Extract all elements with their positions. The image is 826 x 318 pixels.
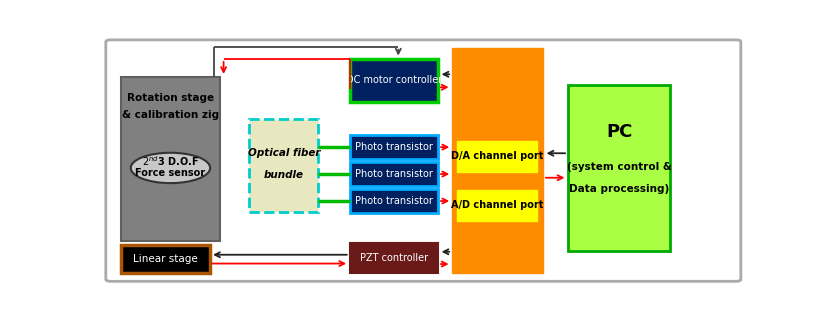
Text: DC motor controller: DC motor controller — [346, 75, 442, 86]
Text: Optical fiber: Optical fiber — [248, 148, 320, 158]
Bar — [458, 190, 537, 221]
Text: Data processing): Data processing) — [569, 184, 669, 194]
Bar — [452, 48, 543, 273]
Text: (system control &: (system control & — [567, 162, 672, 172]
Text: PZT controller: PZT controller — [360, 253, 428, 263]
Text: D/A channel port: D/A channel port — [451, 151, 544, 161]
Bar — [349, 162, 438, 186]
Circle shape — [131, 153, 210, 183]
Text: $2^{nd}$3 D.O.F: $2^{nd}$3 D.O.F — [142, 154, 199, 168]
Text: Force sensor: Force sensor — [135, 168, 206, 178]
Bar — [121, 77, 221, 241]
Bar — [568, 85, 671, 251]
Bar — [349, 189, 438, 213]
Bar — [349, 135, 438, 159]
Text: Linear stage: Linear stage — [133, 254, 197, 264]
Text: A/D channel port: A/D channel port — [451, 200, 544, 210]
Bar — [249, 119, 318, 212]
Text: & calibration zig: & calibration zig — [122, 110, 220, 120]
Text: Photo transistor: Photo transistor — [355, 169, 433, 179]
Bar — [349, 59, 438, 102]
Bar — [458, 141, 537, 172]
Text: Rotation stage: Rotation stage — [127, 93, 215, 103]
Bar — [121, 245, 210, 273]
Text: Photo transistor: Photo transistor — [355, 196, 433, 206]
Bar — [349, 243, 438, 273]
Text: Photo transistor: Photo transistor — [355, 142, 433, 152]
Text: bundle: bundle — [263, 170, 304, 180]
Text: PC: PC — [606, 123, 633, 142]
FancyBboxPatch shape — [106, 40, 741, 281]
